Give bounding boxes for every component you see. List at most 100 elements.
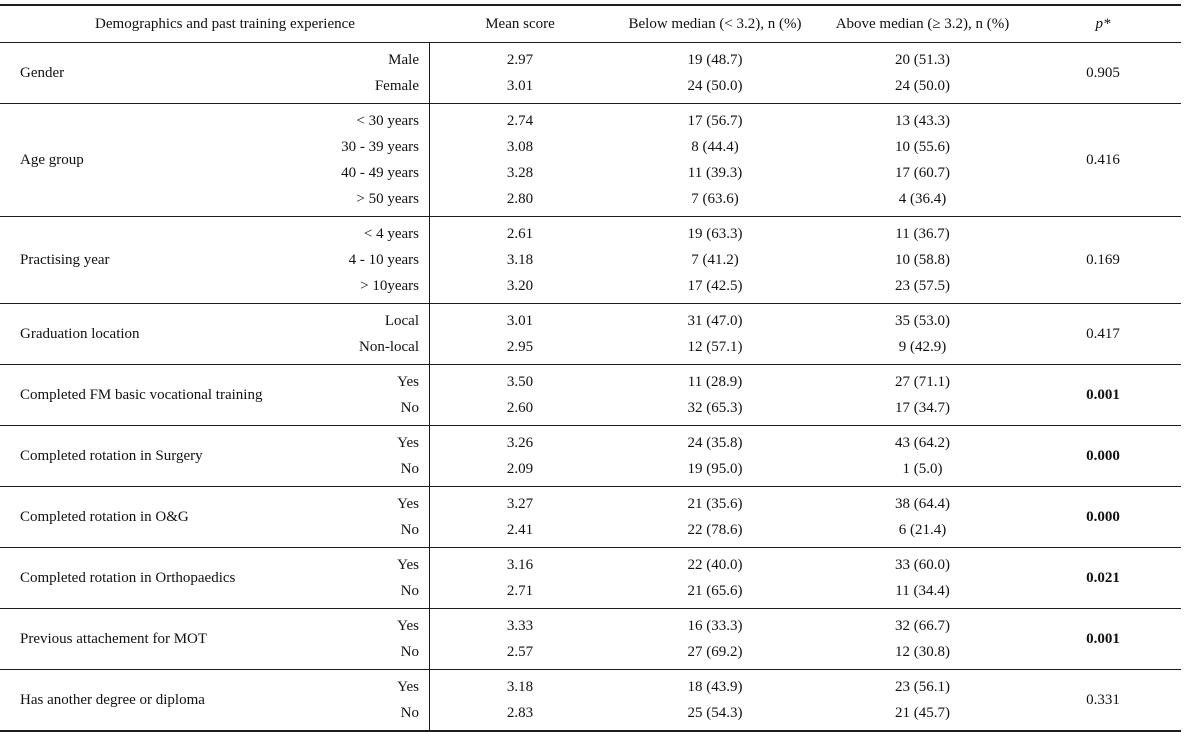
section-label-cell: Gender Male Female	[0, 43, 430, 103]
subcategory-stack: Yes No	[397, 613, 429, 665]
category-label: Age group	[20, 151, 84, 168]
mean-score-cell: 3.50 2.60	[430, 365, 610, 425]
above-median-value: 23 (56.1)	[895, 679, 950, 695]
mean-score-value: 2.83	[506, 705, 534, 721]
subcategory-stack: Yes No	[397, 430, 429, 482]
section-label-cell: Practising year < 4 years 4 - 10 years > 1…	[0, 217, 430, 303]
below-median-cell: 11 (28.9) 32 (65.3)	[610, 365, 820, 425]
p-value: 0.001	[1086, 386, 1120, 403]
subcategory-stack: Yes No	[397, 491, 429, 543]
section-label-cell: Completed rotation in O&G Yes No	[0, 487, 430, 547]
below-median-cell: 24 (35.8) 19 (95.0)	[610, 426, 820, 486]
table-section: Practising year < 4 years 4 - 10 years > 1…	[0, 216, 1181, 303]
subcategory-label: Yes	[397, 618, 419, 634]
mean-score-cell: 3.27 2.41	[430, 487, 610, 547]
above-median-cell: 11 (36.7) 10 (58.8) 23 (57.5)	[820, 217, 1025, 303]
p-value: 0.905	[1086, 64, 1120, 81]
below-median-cell: 21 (35.6) 22 (78.6)	[610, 487, 820, 547]
below-median-value: 7 (63.6)	[691, 191, 739, 207]
table-section: Completed FM basic vocational training Y…	[0, 364, 1181, 425]
above-median-cell: 13 (43.3) 10 (55.6) 17 (60.7) 4 (36.4)	[820, 104, 1025, 216]
mean-score-value: 3.27	[506, 496, 534, 512]
table-section: Previous attachement for MOT Yes No 3.33 2…	[0, 608, 1181, 669]
above-median-value: 43 (64.2)	[895, 435, 950, 451]
above-median-value: 10 (55.6)	[895, 139, 950, 155]
subcategory-label: No	[400, 705, 419, 721]
mean-score-cell: 3.01 2.95	[430, 304, 610, 364]
mean-score-cell: 3.16 2.71	[430, 548, 610, 608]
mean-score-cell: 2.61 3.18 3.20	[430, 217, 610, 303]
table-section: Has another degree or diploma Yes No 3.18…	[0, 669, 1181, 730]
mean-score-value: 3.01	[506, 313, 534, 329]
below-median-cell: 19 (48.7) 24 (50.0)	[610, 43, 820, 103]
mean-score-value: 2.80	[506, 191, 534, 207]
p-value: 0.169	[1086, 251, 1120, 268]
below-median-value: 12 (57.1)	[687, 339, 743, 355]
p-value-cell: 0.331	[1025, 670, 1181, 730]
section-label-cell: Completed FM basic vocational training Y…	[0, 365, 430, 425]
table-section: Age group < 30 years 30 - 39 years 40 - 49…	[0, 103, 1181, 216]
subcategory-label: > 10years	[360, 278, 419, 294]
above-median-value: 17 (60.7)	[895, 165, 950, 181]
subcategory-label: Yes	[397, 435, 419, 451]
category-label: Completed rotation in Surgery	[20, 447, 203, 464]
above-median-value: 17 (34.7)	[895, 400, 950, 416]
above-median-value: 33 (60.0)	[895, 557, 950, 573]
section-label-cell: Completed rotation in Surgery Yes No	[0, 426, 430, 486]
mean-score-cell: 3.33 2.57	[430, 609, 610, 669]
statistics-table: Demographics and past training experienc…	[0, 4, 1181, 732]
above-median-value: 32 (66.7)	[895, 618, 950, 634]
below-median-value: 11 (28.9)	[687, 374, 743, 390]
category-label: Completed rotation in Orthopaedics	[20, 569, 236, 586]
subcategory-label: No	[400, 644, 419, 660]
above-median-value: 27 (71.1)	[895, 374, 950, 390]
mean-score-cell: 3.26 2.09	[430, 426, 610, 486]
below-median-value: 7 (41.2)	[691, 252, 739, 268]
p-value-cell: 0.169	[1025, 217, 1181, 303]
below-median-cell: 31 (47.0) 12 (57.1)	[610, 304, 820, 364]
above-median-value: 11 (36.7)	[895, 226, 950, 242]
below-median-value: 22 (40.0)	[687, 557, 743, 573]
above-median-value: 24 (50.0)	[895, 78, 950, 94]
above-median-value: 6 (21.4)	[898, 522, 947, 538]
mean-score-value: 3.33	[506, 618, 534, 634]
table-body: Gender Male Female 2.97 3.01 19 (48.7) 24 (…	[0, 43, 1181, 730]
above-median-value: 10 (58.8)	[895, 252, 950, 268]
below-median-value: 31 (47.0)	[687, 313, 743, 329]
subcategory-label: Female	[374, 78, 419, 94]
subcategory-stack: Local Non-local	[359, 308, 429, 360]
category-label: Practising year	[20, 251, 110, 268]
p-value: 0.416	[1086, 151, 1120, 168]
below-median-value: 17 (56.7)	[687, 113, 743, 129]
above-median-cell: 35 (53.0) 9 (42.9)	[820, 304, 1025, 364]
subcategory-label: Local	[384, 313, 419, 329]
subcategory-label: > 50 years	[356, 191, 419, 207]
subcategory-label: < 30 years	[356, 113, 419, 129]
p-value-cell: 0.001	[1025, 365, 1181, 425]
above-median-cell: 23 (56.1) 21 (45.7)	[820, 670, 1025, 730]
subcategory-label: Yes	[397, 679, 419, 695]
subcategory-label: Yes	[397, 557, 419, 573]
mean-score-value: 3.08	[506, 139, 534, 155]
below-median-value: 19 (48.7)	[687, 52, 743, 68]
subcategory-stack: Male Female	[375, 47, 429, 99]
mean-score-value: 3.26	[506, 435, 534, 451]
p-value: 0.021	[1086, 569, 1120, 586]
mean-score-value: 2.57	[506, 644, 534, 660]
below-median-value: 16 (33.3)	[687, 618, 743, 634]
below-median-value: 25 (54.3)	[687, 705, 743, 721]
table-section: Completed rotation in Orthopaedics Yes No…	[0, 547, 1181, 608]
section-label-cell: Completed rotation in Orthopaedics Yes No	[0, 548, 430, 608]
subcategory-label: Yes	[397, 496, 419, 512]
p-value: 0.001	[1086, 630, 1120, 647]
above-median-cell: 20 (51.3) 24 (50.0)	[820, 43, 1025, 103]
header-mean-score: Mean score	[485, 15, 555, 32]
subcategory-stack: < 30 years 30 - 39 years 40 - 49 years > 50…	[341, 108, 429, 212]
mean-score-value: 3.16	[506, 557, 534, 573]
above-median-cell: 38 (64.4) 6 (21.4)	[820, 487, 1025, 547]
below-median-value: 24 (35.8)	[687, 435, 743, 451]
p-value: 0.331	[1086, 691, 1120, 708]
category-label: Completed FM basic vocational training	[20, 386, 263, 403]
subcategory-stack: < 4 years 4 - 10 years > 10years	[349, 221, 429, 299]
